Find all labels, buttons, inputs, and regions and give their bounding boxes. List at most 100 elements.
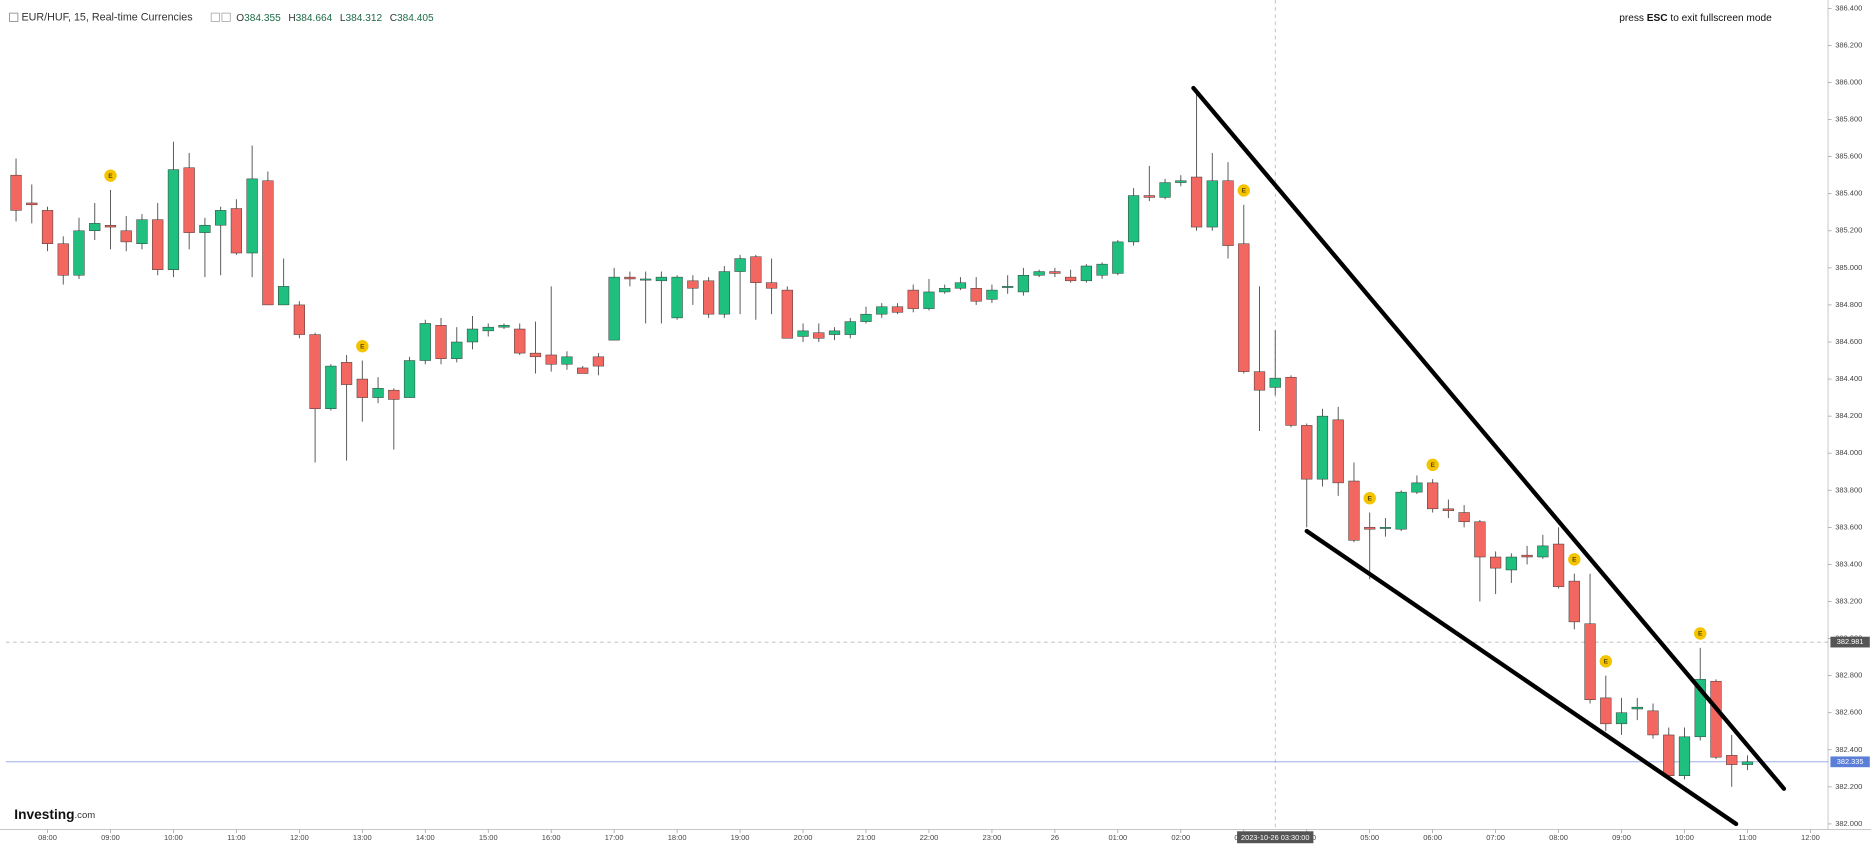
logo-name: Investing — [14, 807, 74, 822]
candle-body — [1379, 527, 1392, 529]
close-icon[interactable] — [221, 12, 231, 22]
symbol-info: EUR/HUF, 15, Real-time Currencies — [21, 12, 192, 24]
candle-body — [655, 276, 667, 282]
candle-body — [1568, 580, 1580, 623]
candle-body — [1175, 180, 1187, 183]
candle-body — [325, 365, 337, 409]
candle-body — [57, 243, 69, 276]
y-tick-label: 385.600 — [1835, 152, 1862, 161]
ohlc-value: 384.664 — [296, 13, 333, 24]
x-tick-label: 12:00 — [290, 833, 309, 842]
notice-text: press — [1619, 13, 1647, 24]
event-marker — [104, 169, 117, 182]
x-tick-label: 02:00 — [1171, 833, 1190, 842]
candle-body — [120, 230, 132, 243]
y-tick-label: 383.200 — [1835, 596, 1862, 605]
y-tick-label: 385.200 — [1835, 226, 1862, 235]
x-tick-label: 19:00 — [731, 833, 750, 842]
x-tick-label: 22:00 — [920, 833, 939, 842]
y-tick-label: 386.000 — [1835, 77, 1862, 86]
candle-body — [1316, 415, 1329, 480]
candle-body — [1521, 554, 1533, 558]
x-tick-label: 13:00 — [353, 833, 372, 842]
candle-body — [1505, 556, 1517, 571]
event-marker — [1426, 458, 1439, 472]
candle-body — [293, 304, 305, 335]
y-tick-label: 382.000 — [1835, 819, 1862, 828]
candle-body — [1615, 712, 1628, 725]
y-tick-label: 382.200 — [1835, 782, 1862, 791]
candle-body — [1065, 276, 1077, 282]
candle-body — [1049, 271, 1061, 274]
candle-body — [356, 378, 368, 398]
candle-body — [1710, 680, 1722, 758]
candle-body — [797, 330, 809, 337]
candle-body — [860, 313, 872, 322]
candle-body — [1552, 543, 1565, 587]
candle-body — [1269, 377, 1281, 388]
candle-body — [388, 389, 400, 400]
candle-body — [1458, 512, 1470, 523]
candle-body — [183, 167, 195, 233]
y-tick-label: 382.600 — [1835, 708, 1862, 717]
candle-body — [954, 282, 967, 289]
candle-body — [577, 367, 589, 374]
candle-body — [167, 169, 180, 270]
y-tick-label: 382.400 — [1835, 745, 1862, 754]
candle-body — [1159, 182, 1171, 198]
candle-body — [403, 360, 416, 398]
event-label: E — [1242, 188, 1247, 195]
settings-icon[interactable] — [210, 12, 220, 22]
candle-body — [1726, 755, 1738, 765]
x-tick-label: 01:00 — [1108, 833, 1127, 842]
candle-body — [876, 306, 888, 315]
candle-body — [466, 328, 479, 343]
event-label: E — [1604, 658, 1609, 665]
event-marker — [1694, 627, 1707, 640]
candle-body — [435, 325, 447, 359]
candle-body — [1033, 271, 1045, 276]
y-tick-label: 383.600 — [1835, 522, 1862, 531]
event-marker — [1599, 655, 1612, 668]
candle-body — [891, 306, 904, 313]
crosshair-price-label: 382.981 — [1837, 637, 1864, 646]
candle-body — [986, 289, 998, 300]
candle-body — [1442, 508, 1454, 511]
candle-body — [608, 276, 620, 341]
last-price-box — [1830, 756, 1870, 768]
candle-body — [262, 180, 274, 306]
trendline — [1304, 528, 1739, 827]
candle-body — [1631, 706, 1643, 710]
candle-body — [592, 356, 605, 367]
candle-body — [1678, 736, 1691, 776]
collapse-icon[interactable] — [9, 12, 19, 22]
x-tick-label: 12:00 — [1801, 833, 1820, 842]
event-label: E — [1572, 556, 1577, 563]
last-price-label: 382.335 — [1837, 757, 1864, 766]
ohlc-key: O — [236, 13, 244, 24]
candle-body — [1364, 527, 1376, 530]
candle-body — [1096, 263, 1108, 276]
ohlc-key: C — [390, 13, 397, 24]
x-tick-label: 10:00 — [1675, 833, 1694, 842]
candle-body — [1080, 265, 1092, 282]
event-marker — [1363, 491, 1376, 505]
candle-body — [813, 332, 825, 339]
y-tick-label: 385.800 — [1835, 115, 1862, 124]
ohlc-value: 384.312 — [346, 13, 383, 24]
candle-body — [1474, 521, 1486, 558]
candle-body — [923, 291, 935, 309]
event-marker — [1568, 553, 1581, 566]
logo-suffix: .com — [75, 810, 96, 821]
candle-body — [907, 289, 919, 309]
candle-body — [640, 278, 652, 281]
candle-body — [89, 223, 101, 232]
candle-body — [1222, 180, 1234, 246]
crosshair-price-box — [1830, 636, 1870, 648]
candle-body — [1427, 482, 1439, 510]
candle-body — [1490, 556, 1502, 569]
event-label: E — [360, 343, 365, 350]
candle-body — [734, 258, 746, 272]
x-tick-label: 21:00 — [857, 833, 876, 842]
